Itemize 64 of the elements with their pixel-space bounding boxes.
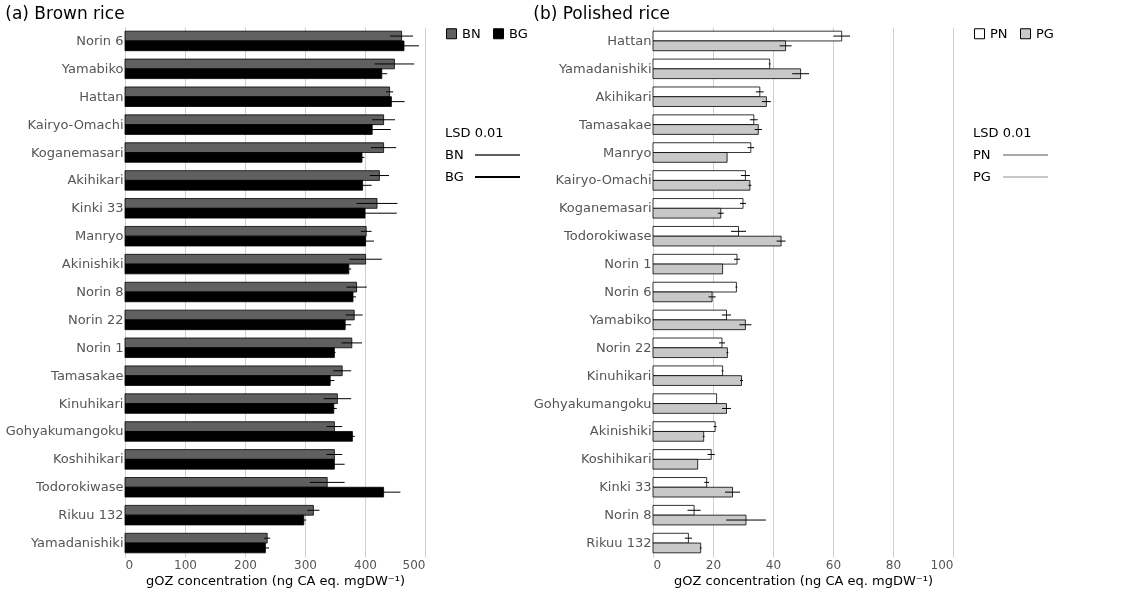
y-tick-label: Kinuhikari bbox=[586, 367, 652, 383]
y-tick-label: Manryo bbox=[75, 228, 124, 244]
y-tick-label: Rikuu 132 bbox=[58, 507, 124, 523]
x-tick-label: 80 bbox=[885, 557, 902, 572]
text: BN bbox=[445, 147, 464, 162]
legend-label: PG bbox=[1036, 25, 1054, 41]
text: LSD 0.01 bbox=[445, 125, 504, 140]
y-tick-label: Yamadanishiki bbox=[29, 535, 124, 551]
legend-label: BG bbox=[509, 25, 528, 41]
y-tick-label: Norin 22 bbox=[595, 339, 652, 355]
x-tick-label: 0 bbox=[125, 557, 134, 572]
legend-label: PN bbox=[990, 25, 1008, 41]
y-tick-label: Manryo bbox=[603, 144, 652, 160]
y-tick-label: Koshihikari bbox=[580, 451, 652, 467]
y-tick-label: Norin 22 bbox=[67, 311, 124, 327]
y-tick-label: Todorokiwase bbox=[35, 479, 124, 495]
y-tick-label: Norin 1 bbox=[76, 339, 124, 355]
y-tick-label: Hattan bbox=[79, 88, 124, 104]
x-tick-label: 500 bbox=[402, 557, 426, 572]
x-tick-label: 200 bbox=[234, 557, 257, 572]
y-tick-label: Rikuu 132 bbox=[586, 535, 652, 551]
text: LSD 0.01 bbox=[973, 125, 1032, 140]
text: PN bbox=[973, 147, 991, 162]
x-axis-title: gOZ concentration (ng CA eq. mgDW⁻¹) bbox=[674, 572, 933, 588]
y-tick-label: Yamadanishiki bbox=[557, 60, 652, 76]
y-tick-label: Kairyo-Omachi bbox=[27, 116, 124, 132]
chart-title: (a) Brown rice bbox=[5, 3, 125, 23]
y-tick-label: Norin 1 bbox=[604, 256, 652, 272]
y-tick-label: Koshihikari bbox=[52, 451, 124, 467]
y-tick-label: Yamabiko bbox=[60, 60, 124, 76]
x-tick-label: 400 bbox=[354, 557, 377, 572]
y-tick-label: Norin 6 bbox=[76, 32, 124, 48]
x-tick-label: 40 bbox=[765, 557, 782, 572]
x-axis-title: gOZ concentration (ng CA eq. mgDW⁻¹) bbox=[146, 572, 405, 588]
y-tick-label: Koganemasari bbox=[30, 144, 124, 160]
y-tick-label: Todorokiwase bbox=[563, 228, 652, 244]
y-tick-label: Gohyakumangoku bbox=[533, 395, 652, 411]
text: PG bbox=[973, 169, 991, 184]
y-tick-label: Norin 8 bbox=[76, 284, 124, 299]
x-tick-label: 60 bbox=[825, 557, 842, 572]
x-tick-label: 0 bbox=[653, 557, 662, 572]
chart-title: (b) Polished rice bbox=[533, 3, 671, 23]
y-tick-label: Kinki 33 bbox=[599, 479, 652, 495]
y-tick-label: Yamabiko bbox=[588, 311, 652, 327]
y-tick-label: Tamasakae bbox=[50, 367, 124, 383]
y-tick-label: Tamasakae bbox=[578, 116, 652, 132]
y-tick-label: Kinki 33 bbox=[71, 200, 124, 216]
x-tick-label: 300 bbox=[294, 557, 317, 572]
y-tick-label: Akihikari bbox=[595, 88, 652, 104]
y-tick-label: Norin 6 bbox=[604, 284, 652, 299]
x-tick-label: 100 bbox=[174, 557, 197, 572]
legend-label: BN bbox=[462, 25, 481, 41]
y-tick-label: Akinishiki bbox=[589, 423, 652, 439]
y-tick-label: Akinishiki bbox=[61, 256, 124, 272]
y-tick-label: Kairyo-Omachi bbox=[555, 172, 652, 188]
y-tick-label: Kinuhikari bbox=[58, 395, 124, 411]
y-tick-label: Akihikari bbox=[67, 172, 124, 188]
text: BG bbox=[445, 169, 464, 184]
x-tick-label: 20 bbox=[705, 557, 722, 572]
y-tick-label: Norin 8 bbox=[604, 507, 652, 523]
y-tick-label: Hattan bbox=[607, 32, 652, 48]
x-tick-label: 100 bbox=[930, 557, 954, 572]
y-tick-label: Gohyakumangoku bbox=[5, 423, 124, 439]
y-tick-label: Koganemasari bbox=[558, 200, 652, 216]
